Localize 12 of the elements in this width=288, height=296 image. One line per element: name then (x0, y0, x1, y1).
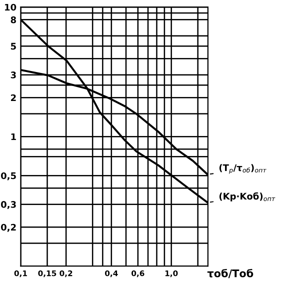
y-tick-label: 10 (5, 4, 16, 11)
y-tick-label: 0,3 (1, 201, 16, 210)
y-tick-label: 0,5 (1, 172, 16, 180)
y-tick-label: 1 (11, 133, 16, 140)
y-tick-label: 8 (10, 16, 16, 24)
annotation: (Kр·Kоб)$_{опт}$ (219, 192, 276, 202)
y-tick-label: 0,2 (1, 224, 16, 232)
y-tick-label: 5 (10, 42, 16, 50)
y-tick-label: 2 (11, 94, 16, 102)
y-tick-label: 3 (10, 72, 16, 78)
x-axis-title: τоб/Тоб (207, 268, 254, 278)
annotation: (T$_{р}$/τ$_{об}$)$_{опт}$ (219, 164, 266, 174)
